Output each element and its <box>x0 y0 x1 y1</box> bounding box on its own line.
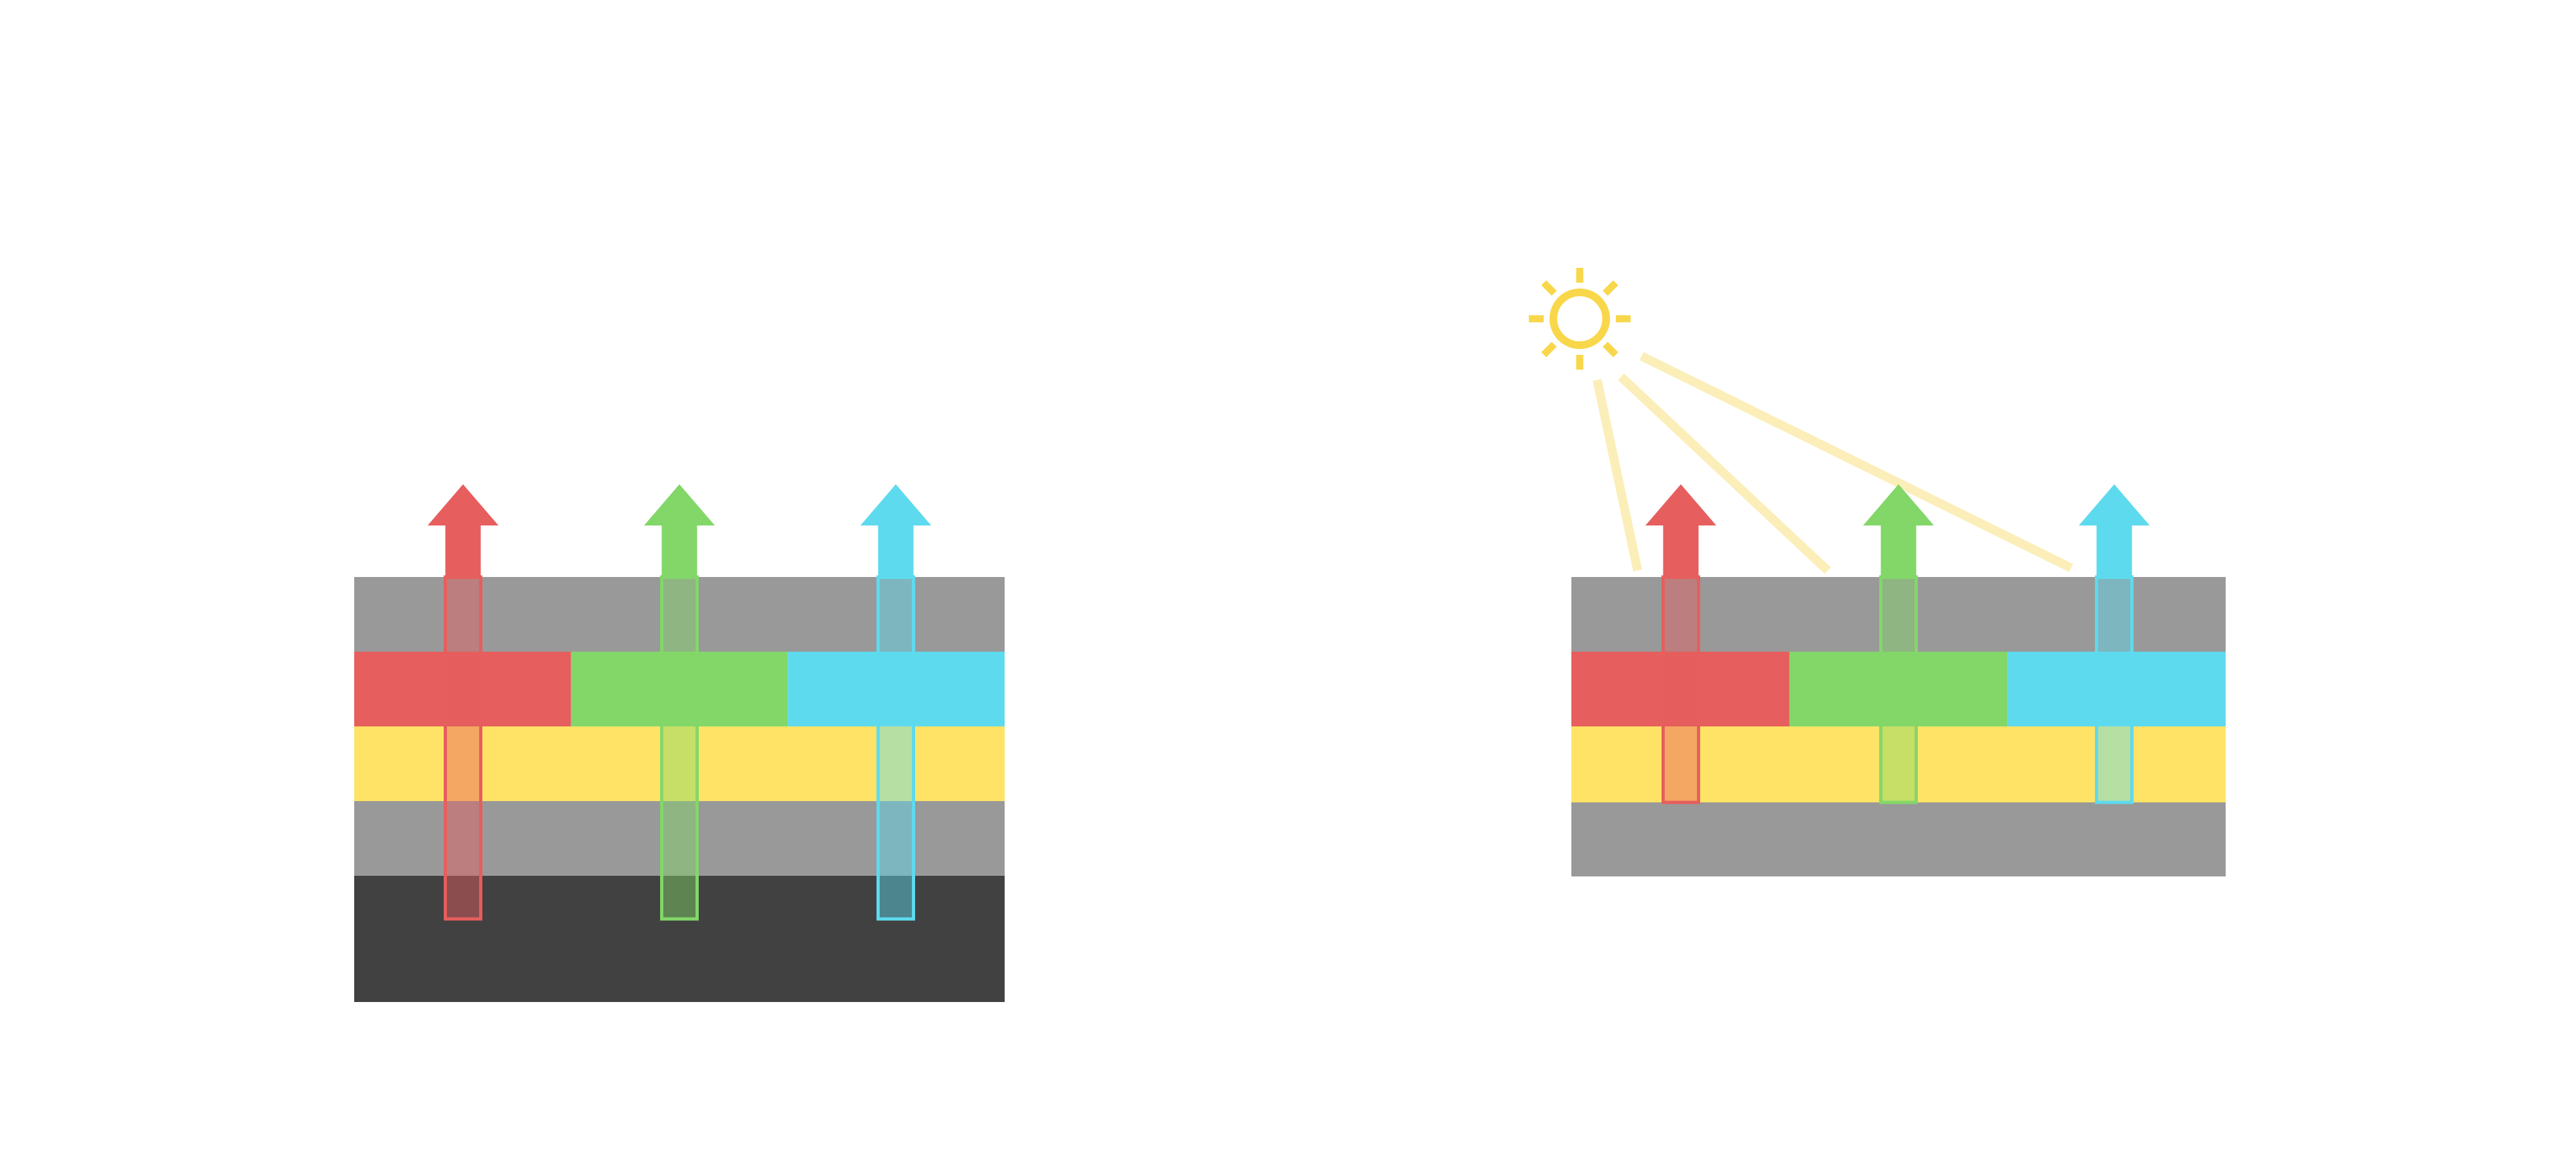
cyan-subpixel-segment <box>788 652 1005 726</box>
sun-circle <box>1549 288 1610 349</box>
cyan-arrow-shaft-inside-stack <box>2095 575 2134 804</box>
sun-ray <box>1541 341 1557 357</box>
emissive-display-stack-layers <box>354 577 1005 1002</box>
green-arrow-head <box>644 484 715 579</box>
sunlight-beam <box>1639 352 2074 572</box>
green-arrow-shaft-inside-stack <box>660 575 699 921</box>
green-subpixel-segment <box>571 652 788 726</box>
red-arrow-shaft-inside-stack <box>444 575 482 921</box>
green-arrow-head <box>1863 484 1934 579</box>
red-light-arrow <box>1645 484 1716 804</box>
cyan-subpixel-segment <box>2007 652 2226 726</box>
sunlight-beam <box>1593 379 1642 572</box>
bottom-gray-layer <box>1571 802 2226 876</box>
dark-backplane-layer <box>354 876 1005 1002</box>
cyan-arrow-head <box>2079 484 2150 579</box>
reflective-display-stack <box>1529 268 2226 876</box>
green-arrow-shaft-inside-stack <box>1879 575 1918 804</box>
sun-ray <box>1602 280 1618 296</box>
top-gray-layer <box>1571 577 2226 652</box>
cyan-light-arrow <box>2079 484 2150 804</box>
yellow-layer <box>1571 726 2226 802</box>
sun-ray <box>1602 341 1618 357</box>
cyan-light-arrow <box>860 484 931 921</box>
top-gray-layer <box>354 577 1005 652</box>
red-light-arrow <box>428 484 498 921</box>
emissive-display-stack <box>354 484 1005 1002</box>
sun-icon <box>1529 268 1631 370</box>
red-arrow-head <box>1645 484 1716 579</box>
red-arrow-head <box>428 484 498 579</box>
cyan-arrow-head <box>860 484 931 579</box>
red-subpixel-segment <box>354 652 571 726</box>
green-light-arrow <box>1863 484 1934 804</box>
reflective-display-stack-layers <box>1571 577 2226 876</box>
sunlight-beam <box>1618 373 1831 574</box>
red-arrow-shaft-inside-stack <box>1662 575 1700 804</box>
cyan-arrow-shaft-inside-stack <box>876 575 915 921</box>
lower-gray-layer <box>354 801 1005 876</box>
green-light-arrow <box>644 484 715 921</box>
yellow-layer <box>354 726 1005 801</box>
green-subpixel-segment <box>1789 652 2008 726</box>
sunlight-beams <box>1593 352 2074 574</box>
sun-ray <box>1541 280 1557 296</box>
red-subpixel-segment <box>1571 652 1790 726</box>
